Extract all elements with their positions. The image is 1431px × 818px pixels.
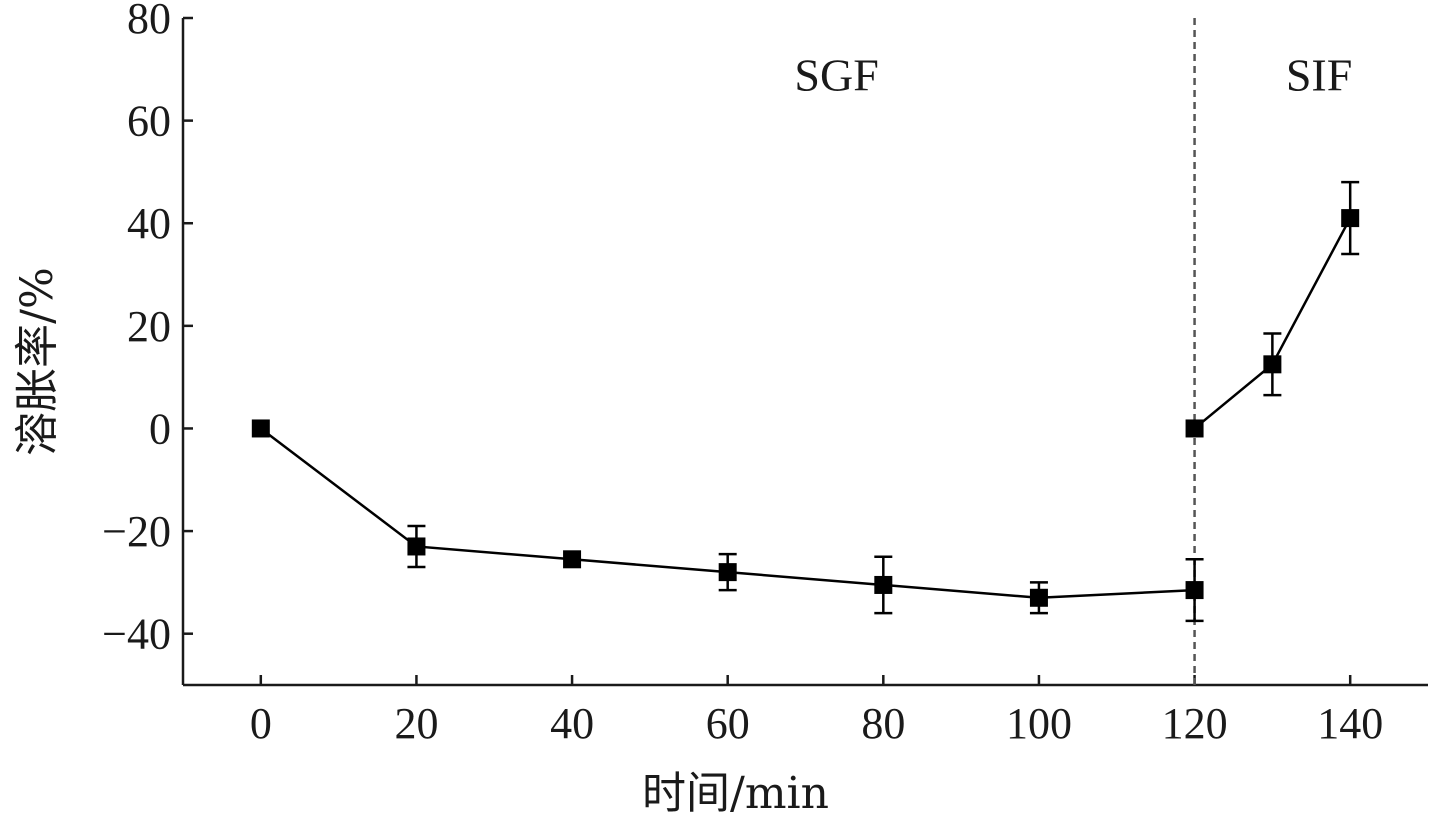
y-tick-label: 60 bbox=[127, 97, 171, 146]
data-point-marker bbox=[1185, 419, 1204, 438]
data-point-marker bbox=[1341, 209, 1360, 228]
y-tick-label: −40 bbox=[102, 610, 171, 659]
region-label-sgf: SGF bbox=[794, 49, 878, 100]
series-layer bbox=[251, 180, 1360, 623]
series-sgf bbox=[251, 419, 1204, 623]
x-tick-label: 100 bbox=[1006, 699, 1072, 748]
region-labels: SGF SIF bbox=[794, 49, 1352, 100]
x-tick-label: 120 bbox=[1162, 699, 1228, 748]
data-point-marker bbox=[563, 550, 582, 569]
x-tick-label: 0 bbox=[250, 699, 272, 748]
y-tick-label: 0 bbox=[149, 404, 171, 453]
series-line bbox=[1193, 217, 1352, 430]
x-axis-title: 时间/min bbox=[642, 768, 829, 818]
y-tick-label: 80 bbox=[127, 0, 171, 43]
region-label-sif: SIF bbox=[1286, 49, 1352, 100]
x-tick-label: 80 bbox=[861, 699, 905, 748]
y-tick-label: 20 bbox=[127, 302, 171, 351]
axes bbox=[181, 18, 1428, 687]
data-point-marker bbox=[718, 563, 737, 582]
data-point-marker bbox=[251, 419, 270, 438]
x-tick-label: 60 bbox=[706, 699, 750, 748]
y-tick-label: −20 bbox=[102, 507, 171, 556]
y-axis-title: 溶胀率/% bbox=[12, 267, 63, 456]
data-point-marker bbox=[1029, 588, 1048, 607]
data-point-marker bbox=[874, 575, 893, 594]
x-tick-label: 40 bbox=[550, 699, 594, 748]
series-sif bbox=[1185, 180, 1360, 438]
data-point-marker bbox=[1263, 355, 1282, 374]
y-tick-label: 40 bbox=[127, 199, 171, 248]
data-point-marker bbox=[1185, 581, 1204, 600]
x-tick-label: 20 bbox=[394, 699, 438, 748]
y-axis-ticks: 80 60 40 20 0 −20 −40 bbox=[102, 0, 193, 659]
x-axis-ticks: 0 20 40 60 80 100 120 140 bbox=[250, 675, 1383, 748]
x-tick-label: 140 bbox=[1317, 699, 1383, 748]
data-point-marker bbox=[407, 537, 426, 556]
